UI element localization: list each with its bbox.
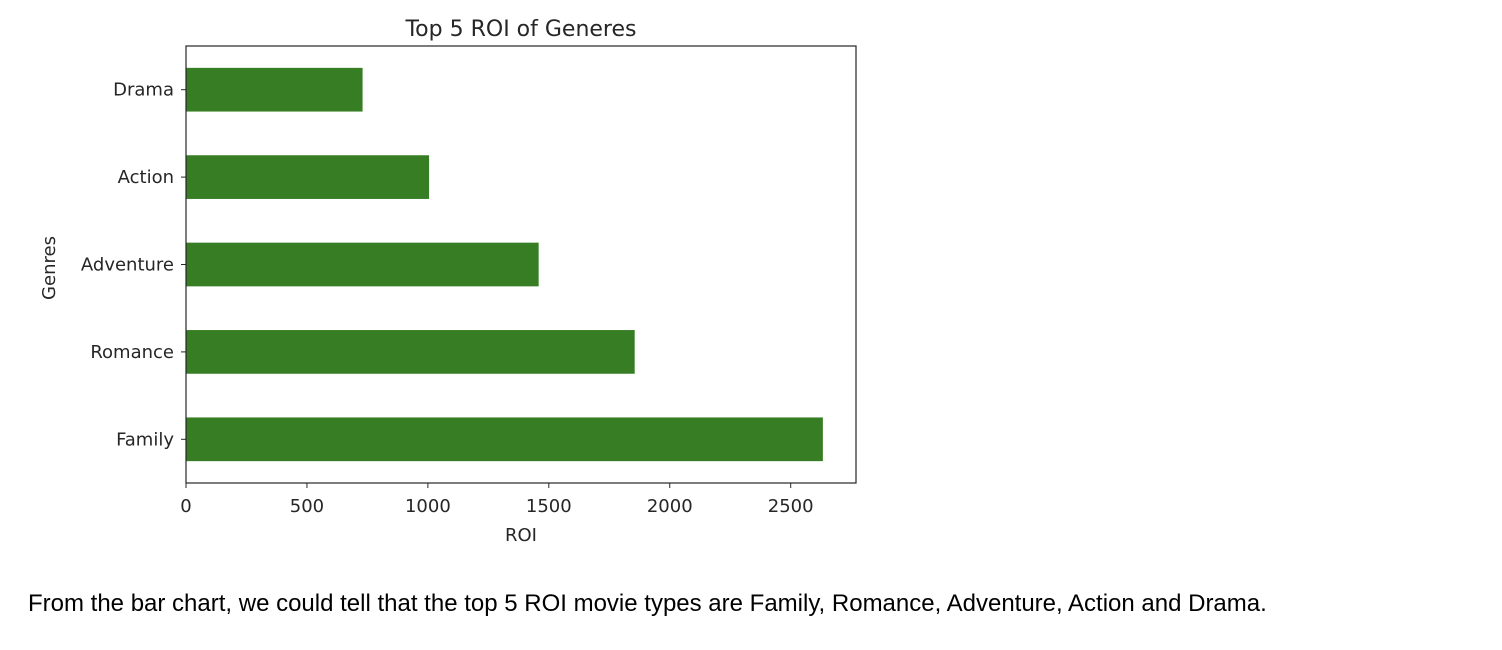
x-tick-label: 2000 — [647, 496, 693, 517]
x-tick-label: 0 — [180, 496, 191, 517]
y-tick-label: Adventure — [81, 255, 174, 276]
y-tick-label: Drama — [113, 80, 174, 101]
x-tick-label: 1000 — [405, 496, 451, 517]
bar-chart: Top 5 ROI of Generes Drama Action Adventur… — [39, 17, 857, 546]
bar-family — [186, 417, 823, 462]
y-tick-label: Family — [116, 429, 174, 450]
x-tick-label: 500 — [290, 496, 324, 517]
caption-text: From the bar chart, we could tell that t… — [28, 590, 1267, 617]
chart-title: Top 5 ROI of Generes — [404, 17, 636, 42]
x-tick-layer: 0 500 1000 1500 2000 2500 — [180, 483, 814, 517]
bar-action — [186, 155, 430, 199]
x-tick-label: 2500 — [768, 496, 814, 517]
x-axis-label: ROI — [505, 525, 537, 546]
y-tick-label: Romance — [90, 342, 174, 363]
bar-romance — [186, 330, 635, 374]
x-tick-label: 1500 — [526, 496, 572, 517]
bar-adventure — [186, 242, 539, 287]
plot-frame — [185, 45, 857, 484]
y-tick-label: Action — [118, 167, 174, 188]
y-axis-label: Genres — [39, 236, 60, 300]
y-tick-layer: Drama Action Adventure Romance Family — [81, 80, 186, 450]
bar-drama — [186, 67, 363, 112]
bars-layer — [186, 67, 823, 462]
